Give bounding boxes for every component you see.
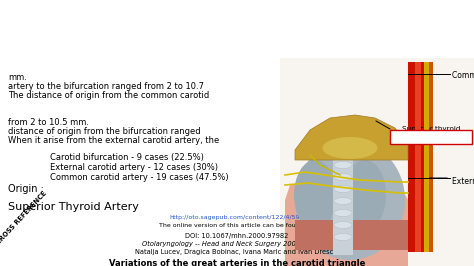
Bar [408,62,424,252]
Ellipse shape [294,160,336,230]
Ellipse shape [334,173,352,181]
Text: Variations of the great arteries in the carotid triangle: Variations of the great arteries in the … [109,259,365,266]
Ellipse shape [334,161,352,168]
Bar [424,62,429,252]
Text: Natalja Lucev, Dragica Bobinac, Ivana Maric and Ivan Drescik: Natalja Lucev, Dragica Bobinac, Ivana Ma… [135,249,339,255]
Ellipse shape [334,222,352,228]
Ellipse shape [334,197,352,205]
Polygon shape [295,115,408,160]
Ellipse shape [334,210,352,217]
Bar [333,155,353,255]
Ellipse shape [295,140,405,260]
Bar [429,62,433,252]
Text: Origin :: Origin : [8,184,44,194]
Text: artery to the bifurcation ranged from 2 to 10.7: artery to the bifurcation ranged from 2 … [8,82,204,91]
Text: When it arise from the external carotid artery, the: When it arise from the external carotid … [8,136,219,145]
Polygon shape [285,185,408,266]
Text: DOI: 10.1067/mhn.2000.97982: DOI: 10.1067/mhn.2000.97982 [185,233,289,239]
Ellipse shape [334,234,352,240]
Bar [280,58,474,266]
Text: Superior Thyroid Artery: Superior Thyroid Artery [8,202,139,212]
Polygon shape [295,220,408,250]
Text: External carotid artery - 12 cases (30%): External carotid artery - 12 cases (30%) [50,163,218,172]
Ellipse shape [334,185,352,193]
Ellipse shape [322,137,377,159]
Text: The distance of origin from the common carotid: The distance of origin from the common c… [8,91,209,100]
Text: Carotid bifurcation - 9 cases (22.5%): Carotid bifurcation - 9 cases (22.5%) [50,153,204,162]
Text: Common carotid: Common carotid [452,72,474,81]
Ellipse shape [344,160,386,230]
Text: CROSS REFERENCE: CROSS REFERENCE [0,190,48,246]
Bar [415,62,421,252]
Text: The online version of this article can be found at:: The online version of this article can b… [159,223,315,228]
Text: Common carotid artery - 19 cases (47.5%): Common carotid artery - 19 cases (47.5%) [50,173,228,182]
Text: from 2 to 10.5 mm.: from 2 to 10.5 mm. [8,118,89,127]
Bar [390,130,472,144]
Text: Otolaryngology -- Head and Neck Surgery 2000 122: 590: Otolaryngology -- Head and Neck Surgery … [142,241,332,247]
Text: External carotid: External carotid [452,177,474,185]
Text: distance of origin from the bifurcation ranged: distance of origin from the bifurcation … [8,127,201,136]
Text: http://oto.sagepub.com/content/122/4/590: http://oto.sagepub.com/content/122/4/590 [170,215,304,220]
Text: Superior thyroid: Superior thyroid [402,126,460,132]
Text: mm.: mm. [8,73,27,82]
